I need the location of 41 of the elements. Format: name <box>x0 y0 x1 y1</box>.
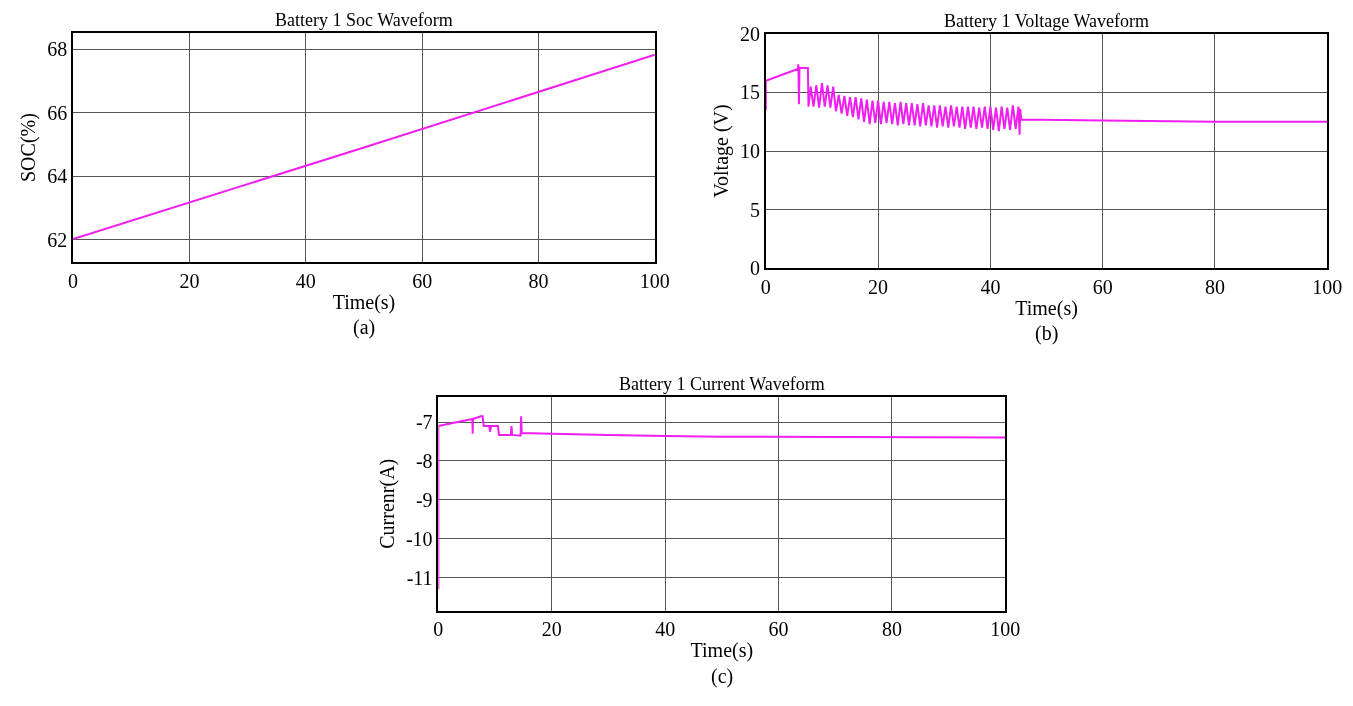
x-tick-label: 20 <box>541 618 562 641</box>
y-tick-label: 64 <box>47 165 68 188</box>
x-tick-label: 100 <box>990 618 1021 641</box>
y-tick-label: 68 <box>47 38 68 61</box>
x-tick-label: 20 <box>179 269 200 292</box>
x-axis-title: Time(s) <box>332 290 396 314</box>
y-tick-label: -9 <box>415 488 433 511</box>
chart-title: Battery 1 Soc Waveform <box>275 10 453 30</box>
y-tick-label: 5 <box>750 198 761 221</box>
x-tick-label: 40 <box>980 276 1001 299</box>
x-tick-label: 60 <box>768 618 789 641</box>
x-tick-label: 80 <box>881 618 902 641</box>
x-tick-label: 80 <box>1205 276 1225 299</box>
y-tick-label: 10 <box>740 140 761 163</box>
x-tick-label: 100 <box>1312 276 1343 299</box>
text: (a) <box>353 316 376 339</box>
y-tick-label: -10 <box>405 527 433 550</box>
x-axis-title: Time(s) <box>1015 297 1078 321</box>
y-tick-label: -11 <box>406 566 433 589</box>
x-tick-label: 60 <box>1092 276 1113 299</box>
y-tick-label: 20 <box>740 22 761 45</box>
x-tick-label: 80 <box>528 269 549 292</box>
y-tick-label: -7 <box>415 411 433 434</box>
x-tick-label: 20 <box>868 276 889 299</box>
y-axis-title: Currenr(A) <box>375 458 399 549</box>
y-axis-title: Voltage (V) <box>710 104 734 198</box>
text: (b) <box>1035 322 1059 345</box>
y-tick-label: 66 <box>47 101 68 124</box>
y-tick-label: 62 <box>47 228 68 251</box>
chart-title: Battery 1 Voltage Waveform <box>944 11 1150 31</box>
chart-title: Battery 1 Current Waveform <box>619 374 825 394</box>
x-tick-label: 60 <box>412 269 433 292</box>
x-tick-label: 100 <box>639 269 670 292</box>
x-tick-label: 40 <box>295 269 316 292</box>
line-series <box>765 63 1328 136</box>
y-tick-label: 15 <box>740 81 761 104</box>
y-axis-title: SOC(%) <box>17 113 41 182</box>
x-axis-title: Time(s) <box>690 639 754 663</box>
text: (c) <box>711 665 734 688</box>
x-tick-label: 40 <box>655 618 676 641</box>
y-tick-label: -8 <box>415 449 433 472</box>
